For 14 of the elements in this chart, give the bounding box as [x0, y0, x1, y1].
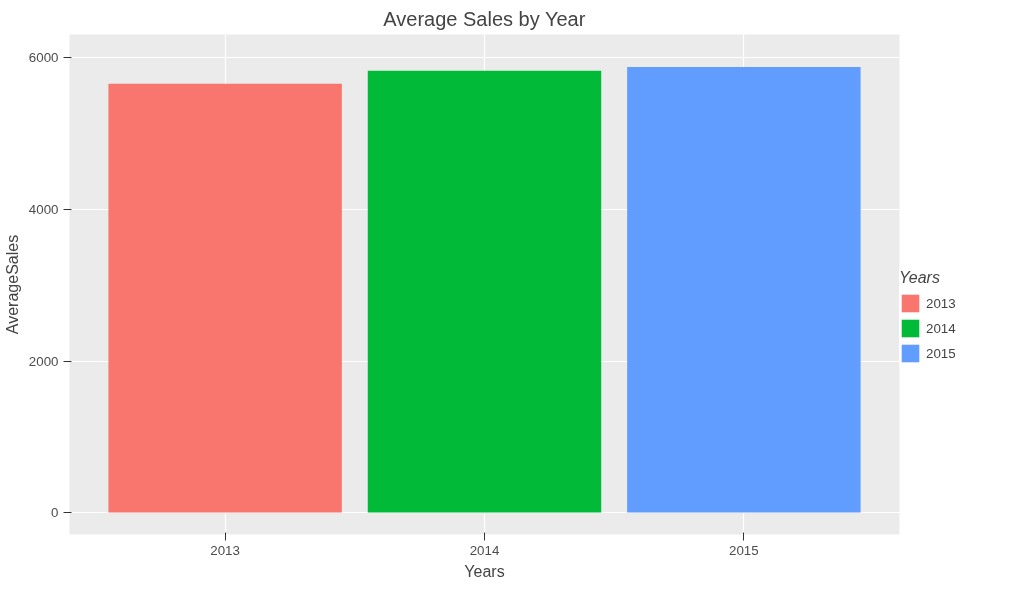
chart-title: Average Sales by Year — [383, 7, 586, 30]
y-tick-label: 2000 — [28, 353, 59, 369]
legend-label: 2013 — [926, 295, 956, 311]
x-tick-label: 2014 — [469, 542, 500, 558]
y-tick-label: 6000 — [28, 50, 59, 66]
x-tick-label: 2013 — [210, 542, 240, 558]
y-axis-title: AverageSales — [3, 234, 21, 335]
y-tick-label: 0 — [51, 505, 59, 521]
x-tick-label: 2015 — [729, 542, 759, 558]
y-tick-label: 4000 — [28, 202, 59, 217]
x-axis-title: Years — [464, 562, 505, 580]
legend-label: 2015 — [926, 345, 956, 361]
legend-label: 2014 — [926, 320, 956, 336]
legend-title: Years — [899, 269, 941, 287]
